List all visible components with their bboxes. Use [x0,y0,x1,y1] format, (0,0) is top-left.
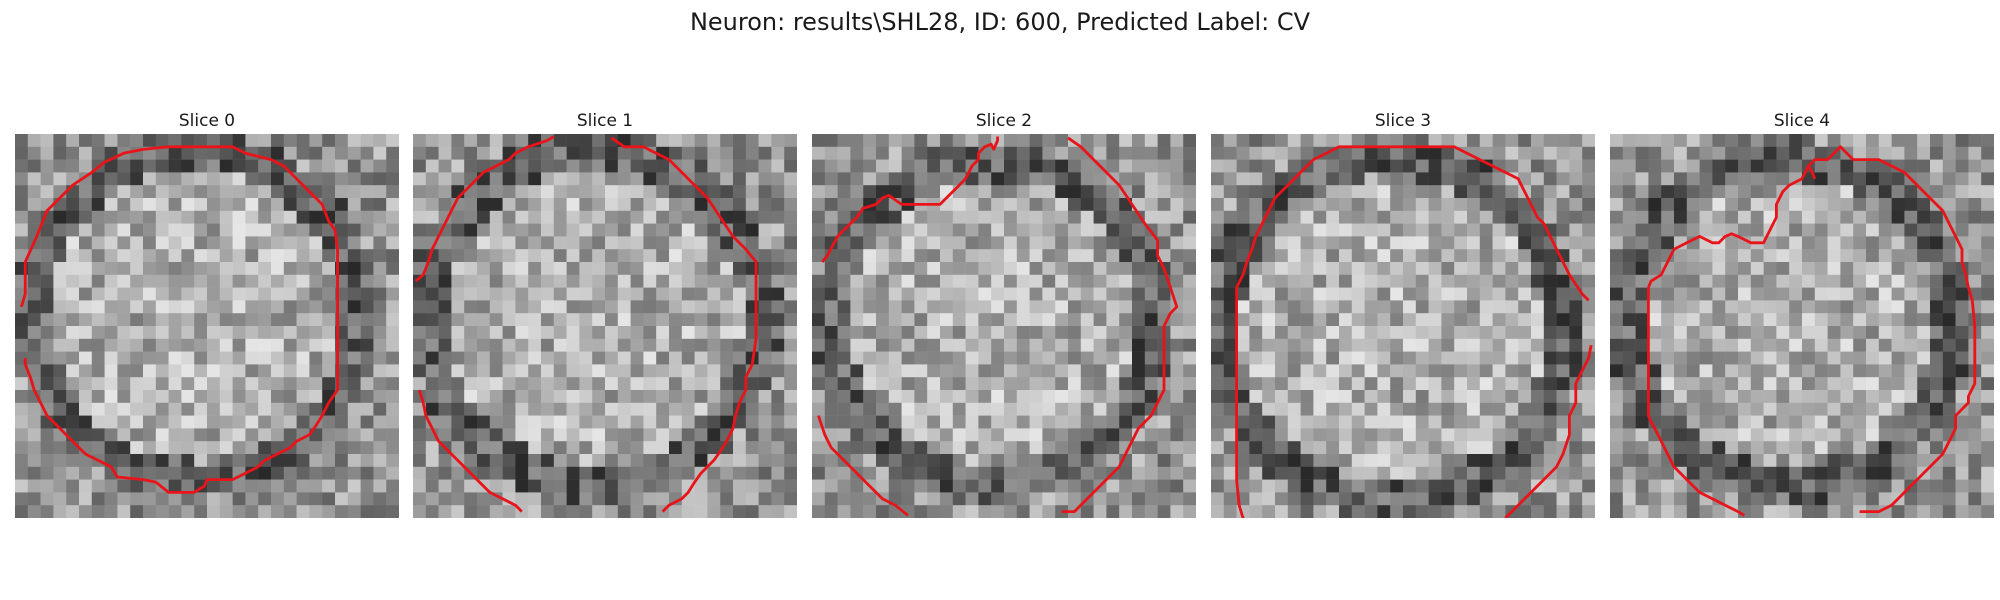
slice-image [1610,134,1994,518]
slice-image [15,134,399,518]
figure-title: Neuron: results\SHL28, ID: 600, Predicte… [689,8,1311,36]
slice-image [812,134,1196,518]
slice-image [1211,134,1595,518]
slice-panel-2: Slice 2 [812,108,1196,518]
slice-title: Slice 2 [975,111,1033,131]
slice-panel-0: Slice 0 [15,108,399,518]
slice-title: Slice 1 [576,111,634,131]
slice-title: Slice 0 [178,111,236,131]
slice-image [413,134,797,518]
slice-title: Slice 3 [1374,111,1432,131]
slice-panel-1: Slice 1 [413,108,797,518]
slice-panel-4: Slice 4 [1610,108,1994,518]
slice-panel-3: Slice 3 [1211,108,1595,518]
slice-title: Slice 4 [1773,111,1831,131]
